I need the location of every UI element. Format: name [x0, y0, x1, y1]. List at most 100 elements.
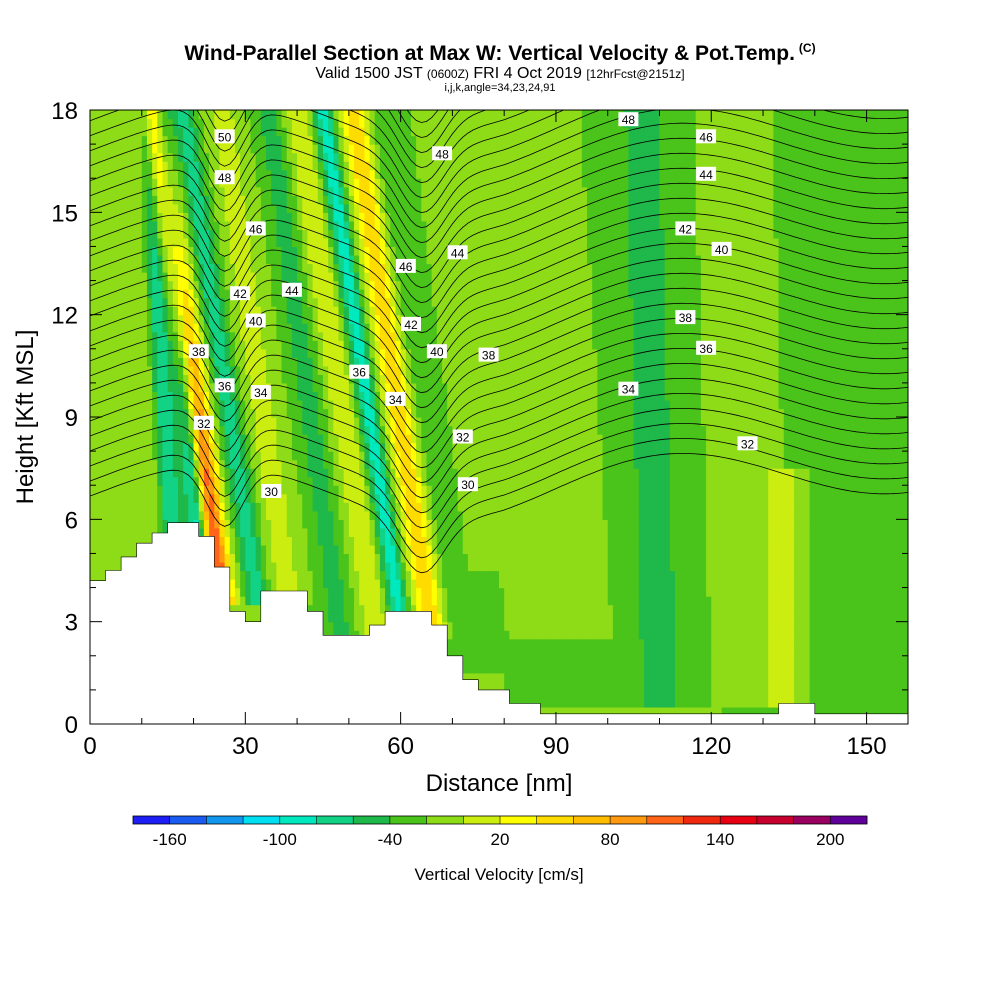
velocity-cell: [343, 519, 350, 529]
velocity-cell: [322, 561, 329, 572]
velocity-cell: [379, 178, 386, 188]
velocity-cell: [250, 485, 257, 495]
velocity-cell: [385, 485, 391, 495]
velocity-cell: [307, 118, 314, 128]
velocity-cell: [333, 630, 340, 640]
velocity-cell: [286, 434, 293, 444]
velocity-cell: [297, 161, 303, 171]
velocity-cell: [379, 502, 386, 512]
velocity-cell: [421, 212, 428, 222]
velocity-cell: [421, 399, 428, 410]
velocity-cell: [234, 127, 241, 137]
velocity-cell: [297, 493, 303, 503]
velocity-cell: [307, 229, 314, 239]
velocity-cell: [105, 374, 112, 384]
velocity-cell: [146, 297, 153, 307]
velocity-cell: [395, 485, 402, 495]
velocity-cell: [219, 536, 226, 546]
velocity-cell: [260, 118, 267, 128]
velocity-cell: [260, 340, 267, 350]
velocity-cell: [302, 365, 309, 375]
velocity-cell: [115, 272, 122, 282]
velocity-cell: [209, 186, 215, 196]
velocity-cell: [286, 553, 293, 563]
velocity-cell: [209, 340, 215, 350]
velocity-cell: [141, 434, 148, 444]
velocity-cell: [100, 357, 107, 367]
velocity-cell: [183, 391, 189, 401]
velocity-cell: [431, 570, 438, 580]
velocity-cell: [250, 510, 257, 520]
velocity-cell: [167, 323, 174, 333]
velocity-cell: [291, 229, 298, 239]
velocity-cell: [281, 579, 288, 589]
velocity-cell: [121, 340, 127, 350]
velocity-cell: [126, 493, 133, 503]
velocity-cell: [245, 374, 252, 384]
velocity-cell: [338, 553, 345, 563]
velocity-cell: [121, 519, 127, 529]
velocity-cell: [234, 442, 241, 452]
velocity-cell: [338, 212, 345, 222]
velocity-cell: [317, 254, 324, 265]
velocity-cell: [167, 237, 174, 248]
velocity-cell: [105, 417, 112, 427]
velocity-cell: [95, 399, 101, 410]
velocity-cell: [338, 314, 345, 324]
velocity-cell: [297, 229, 303, 239]
velocity-cell: [416, 237, 422, 248]
velocity-cell: [203, 212, 210, 222]
velocity-cell: [333, 169, 340, 179]
velocity-cell: [307, 348, 314, 358]
velocity-cell: [152, 476, 158, 486]
velocity-cell: [214, 502, 221, 512]
velocity-cell: [281, 502, 288, 512]
velocity-cell: [322, 237, 329, 248]
velocity-cell: [338, 417, 345, 427]
velocity-cell: [281, 323, 288, 333]
velocity-cell: [178, 374, 184, 384]
velocity-cell: [421, 144, 428, 154]
velocity-cell: [348, 306, 355, 316]
velocity-cell: [271, 553, 277, 563]
velocity-cell: [126, 365, 133, 375]
velocity-cell: [110, 417, 117, 427]
velocity-cell: [390, 476, 397, 486]
velocity-cell: [317, 195, 324, 205]
velocity-cell: [121, 297, 127, 307]
velocity-cell: [229, 331, 236, 341]
velocity-cell: [359, 587, 365, 597]
velocity-cell: [281, 110, 288, 120]
velocity-cell: [395, 493, 402, 503]
velocity-cell: [431, 382, 438, 393]
velocity-cell: [421, 331, 428, 341]
chart-title-text: Wind-Parallel Section at Max W: Vertical…: [184, 42, 795, 65]
velocity-cell: [426, 374, 433, 384]
velocity-cell: [167, 254, 174, 265]
velocity-cell: [271, 374, 277, 384]
velocity-cell: [198, 519, 205, 529]
velocity-cell: [328, 178, 334, 188]
velocity-cell: [245, 323, 252, 333]
velocity-cell: [172, 289, 179, 299]
velocity-cell: [405, 144, 412, 154]
velocity-cell: [178, 110, 184, 120]
velocity-cell: [172, 186, 179, 196]
velocity-cell: [379, 289, 386, 299]
velocity-cell: [369, 570, 376, 580]
velocity-cell: [297, 391, 303, 401]
velocity-cell: [198, 314, 205, 324]
velocity-cell: [229, 254, 236, 265]
velocity-cell: [131, 357, 138, 367]
velocity-cell: [110, 272, 117, 282]
velocity-cell: [240, 365, 246, 375]
velocity-cell: [209, 391, 215, 401]
velocity-cell: [146, 331, 153, 341]
velocity-cell: [100, 536, 107, 546]
velocity-cell: [333, 331, 340, 341]
velocity-cell: [302, 152, 309, 162]
velocity-cell: [183, 220, 189, 230]
velocity-cell: [405, 493, 412, 503]
velocity-cell: [395, 195, 402, 205]
velocity-cell: [203, 169, 210, 179]
